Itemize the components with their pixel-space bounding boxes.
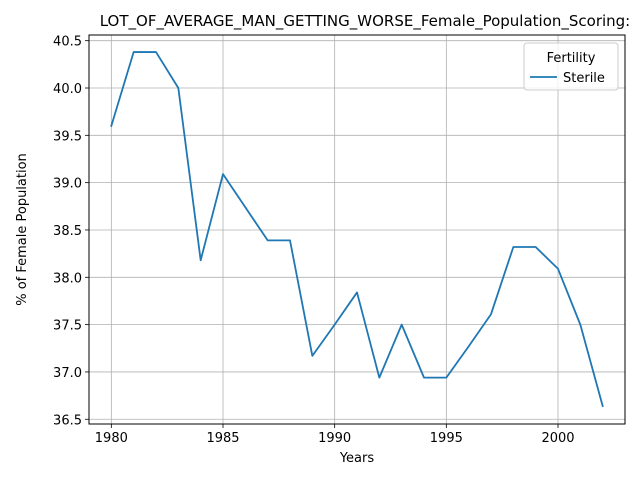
ticks: 1980 1985 1990 1995 2000 36.5 37.0 37.5 38.0 38.5… (53, 35, 575, 446)
data-point (154, 50, 159, 55)
data-point (600, 404, 605, 409)
legend: Fertility Sterile (523, 42, 619, 91)
x-tick-label: 2000 (541, 431, 574, 446)
series-line-sterile (110, 51, 604, 408)
legend-entry-sterile: Sterile (563, 71, 605, 86)
y-tick-label: 38.5 (53, 224, 82, 239)
data-point (355, 290, 360, 295)
data-point (422, 375, 427, 380)
data-point (109, 123, 114, 128)
data-point (578, 322, 583, 327)
y-tick-label: 39.5 (53, 129, 82, 144)
series-layer (109, 50, 605, 409)
y-tick-label: 39.0 (53, 177, 82, 192)
y-axis-label: % of Female Population (15, 153, 30, 306)
y-tick-label: 40.5 (53, 35, 82, 50)
data-point (198, 258, 203, 263)
plot-area-frame (88, 34, 626, 425)
data-point (466, 344, 471, 349)
data-point (511, 245, 516, 250)
data-point (533, 245, 538, 250)
data-point (310, 353, 315, 358)
y-tick-label: 38.0 (53, 271, 82, 286)
x-tick-label: 1990 (318, 431, 351, 446)
y-tick-label: 40.0 (53, 82, 82, 97)
x-axis-label: Years (339, 451, 375, 466)
data-point (377, 375, 382, 380)
x-tick-label: 1995 (430, 431, 463, 446)
legend-box (523, 42, 619, 91)
y-tick-label: 36.5 (53, 413, 82, 428)
data-point (444, 375, 449, 380)
data-point (176, 86, 181, 91)
data-point (332, 322, 337, 327)
data-point (556, 266, 561, 271)
data-point (489, 312, 494, 317)
data-point (265, 238, 270, 243)
x-tick-label: 1985 (206, 431, 239, 446)
grid (89, 35, 625, 424)
chart-title: LOT_OF_AVERAGE_MAN_GETTING_WORSE_Female_… (100, 12, 631, 31)
data-point (399, 322, 404, 327)
x-tick-label: 1980 (95, 431, 128, 446)
data-point (221, 172, 226, 177)
data-point (288, 238, 293, 243)
data-point (243, 205, 248, 210)
y-tick-label: 37.5 (53, 319, 82, 334)
data-point (131, 50, 136, 55)
legend-title: Fertility (547, 51, 596, 66)
y-tick-label: 37.0 (53, 366, 82, 381)
